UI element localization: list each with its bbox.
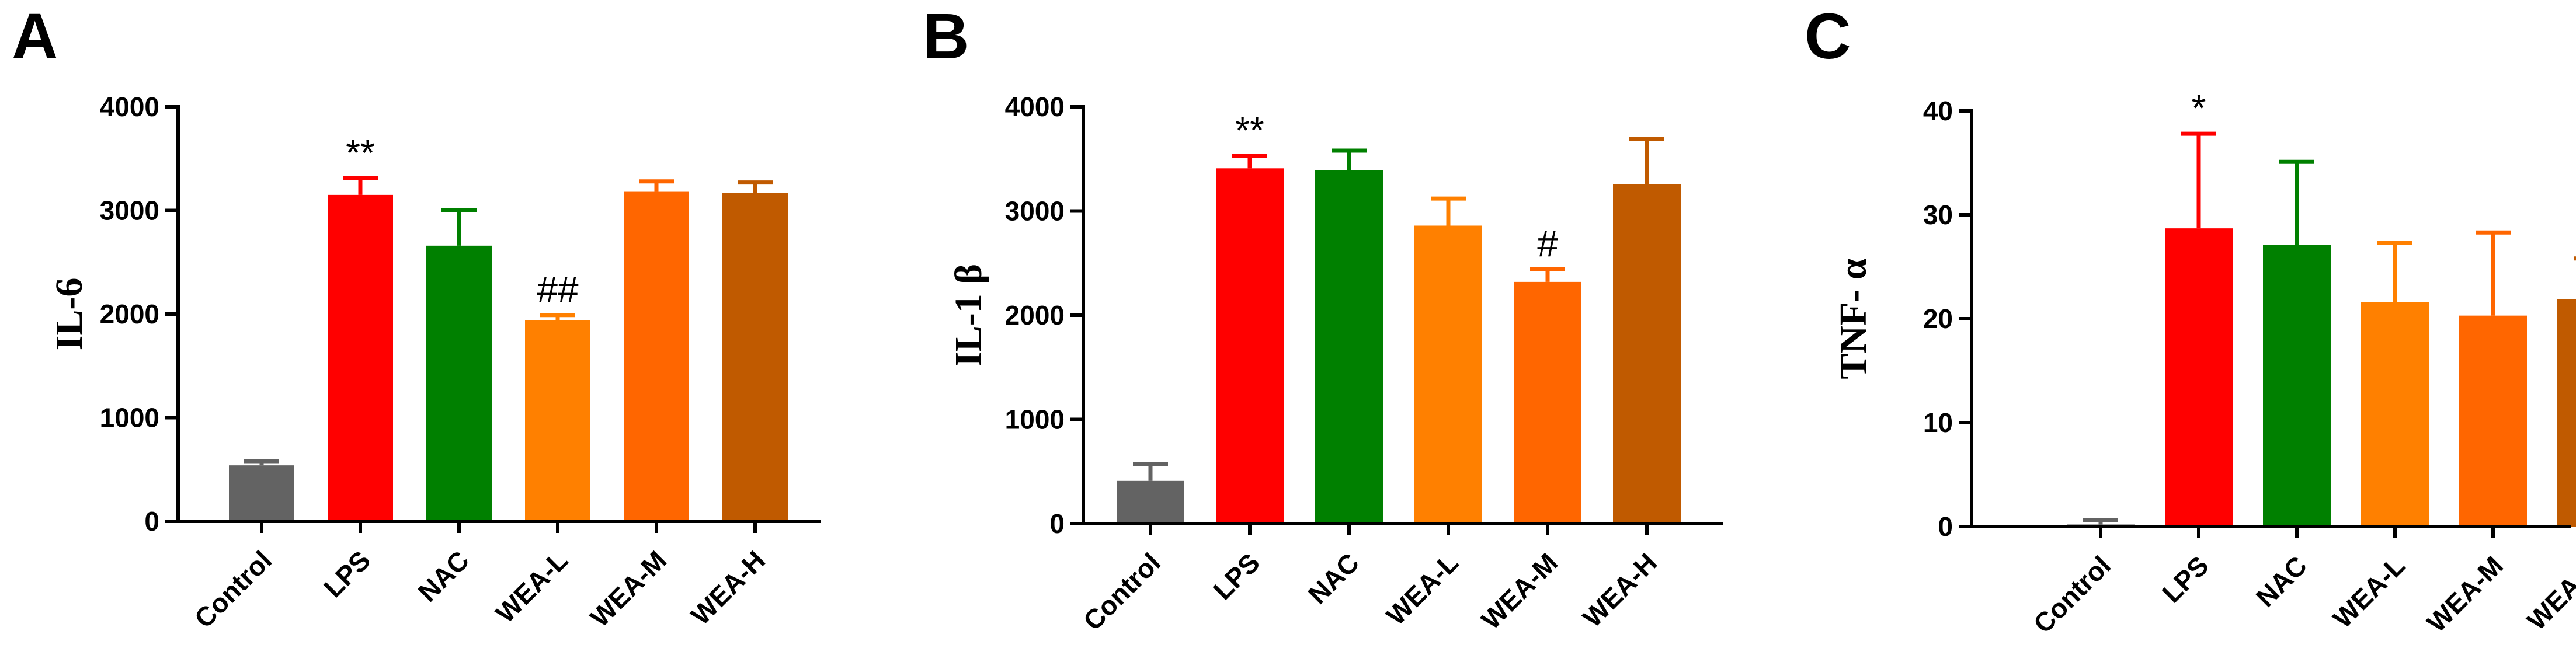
error-bar-control: [1133, 462, 1168, 481]
y-tick-label: 0: [144, 506, 159, 536]
significance-annotation: *: [2192, 87, 2206, 129]
x-tick-label: WEA-L: [1381, 547, 1464, 630]
x-tick-label: WEA-M: [1475, 547, 1563, 635]
error-bar-nac: [2279, 159, 2314, 245]
chart-panel-b: B IL-1 β Control ** LPS NAC WEA-L # WEA-M WEA-H 0 1…: [923, 1, 1723, 636]
error-bar-control: [2083, 518, 2118, 525]
y-tick-label: 30: [1923, 200, 1953, 230]
y-axis-title: IL-1 β: [947, 264, 990, 367]
y-tick-label: 20: [1923, 304, 1953, 334]
chart-panel-a: A IL-6 Control ** LPS NAC ## WEA-L WEA-M WEA-H 0 10…: [12, 1, 821, 634]
x-tick-label: WEA-L: [490, 545, 573, 628]
y-axis-title: TNF- α: [1832, 258, 1875, 379]
y-axis-title: IL-6: [48, 278, 91, 351]
bar-nac: [426, 245, 492, 521]
bar-lps: [2165, 228, 2233, 527]
x-tick-label: LPS: [318, 545, 376, 603]
y-tick-label: 1000: [1005, 405, 1065, 435]
error-bar-wea-l: [540, 313, 575, 320]
error-bar-wea-m: [1530, 267, 1565, 282]
error-bar-lps: [343, 176, 378, 195]
bar-wea-m: [624, 191, 689, 521]
panel-label: B: [923, 1, 969, 72]
error-bar-wea-m: [639, 179, 674, 192]
bar-wea-m: [2459, 315, 2527, 527]
x-tick-label: LPS: [2156, 550, 2215, 608]
significance-annotation: **: [346, 131, 375, 173]
error-bar-lps: [1232, 154, 1267, 169]
x-tick-label: NAC: [2250, 550, 2313, 612]
x-tick-label: WEA-H: [685, 545, 771, 630]
y-tick-label: 4000: [1005, 92, 1065, 122]
error-bar-control: [244, 459, 279, 466]
significance-annotation: #: [1537, 222, 1558, 264]
bar-wea-l: [1414, 225, 1482, 524]
x-tick-label: WEA-M: [2421, 550, 2509, 638]
x-tick-label: NAC: [1302, 547, 1365, 609]
x-tick-label: NAC: [412, 545, 475, 607]
y-tick-label: 2000: [1005, 300, 1065, 330]
significance-annotation: ##: [537, 269, 579, 311]
x-tick-label: WEA-H: [2521, 550, 2576, 636]
error-bar-wea-h: [2574, 256, 2576, 261]
bar-nac: [2263, 245, 2331, 527]
x-tick-label: Control: [189, 545, 277, 633]
bar-lps: [328, 194, 393, 521]
x-tick-label: Control: [2028, 550, 2116, 639]
bar-nac: [1315, 170, 1383, 524]
x-tick-label: WEA-H: [1577, 547, 1663, 633]
error-bar-wea-m: [2476, 230, 2511, 316]
y-tick-label: 40: [1923, 96, 1953, 126]
x-tick-label: WEA-M: [584, 545, 672, 633]
panel-label: C: [1805, 1, 1851, 72]
x-tick-label: WEA-L: [2327, 550, 2411, 633]
y-tick-label: 4000: [100, 92, 159, 122]
bar-wea-m: [1514, 281, 1581, 524]
error-bar-nac: [1332, 148, 1367, 170]
error-bar-wea-h: [1629, 137, 1664, 184]
bar-wea-l: [2361, 302, 2429, 527]
y-tick-label: 3000: [1005, 196, 1065, 227]
bar-wea-h: [2557, 299, 2576, 527]
significance-annotation: **: [1235, 109, 1264, 151]
error-bar-nac: [441, 208, 477, 246]
x-tick-label: Control: [1077, 547, 1166, 636]
bar-control: [1117, 480, 1184, 524]
y-tick-label: 0: [1938, 511, 1953, 542]
bar-wea-h: [722, 193, 788, 521]
y-tick-label: 1000: [100, 403, 159, 433]
bar-lps: [1216, 168, 1284, 524]
y-tick-label: 0: [1049, 508, 1065, 539]
bar-wea-h: [1613, 184, 1681, 524]
y-tick-label: 10: [1923, 407, 1953, 438]
chart-panel-c: C TNF- α Control * LPS NAC WEA-L WEA-M WEA-H 0 10 2…: [1805, 1, 2576, 639]
bar-wea-l: [525, 320, 590, 521]
y-tick-label: 2000: [100, 299, 159, 329]
panel-label: A: [12, 1, 58, 72]
y-tick-label: 3000: [100, 196, 159, 226]
bar-control: [229, 465, 294, 521]
x-tick-label: LPS: [1207, 547, 1266, 605]
error-bar-wea-l: [1431, 196, 1466, 226]
error-bar-wea-h: [738, 180, 773, 193]
error-bar-wea-l: [2377, 241, 2412, 302]
error-bar-lps: [2181, 131, 2216, 229]
